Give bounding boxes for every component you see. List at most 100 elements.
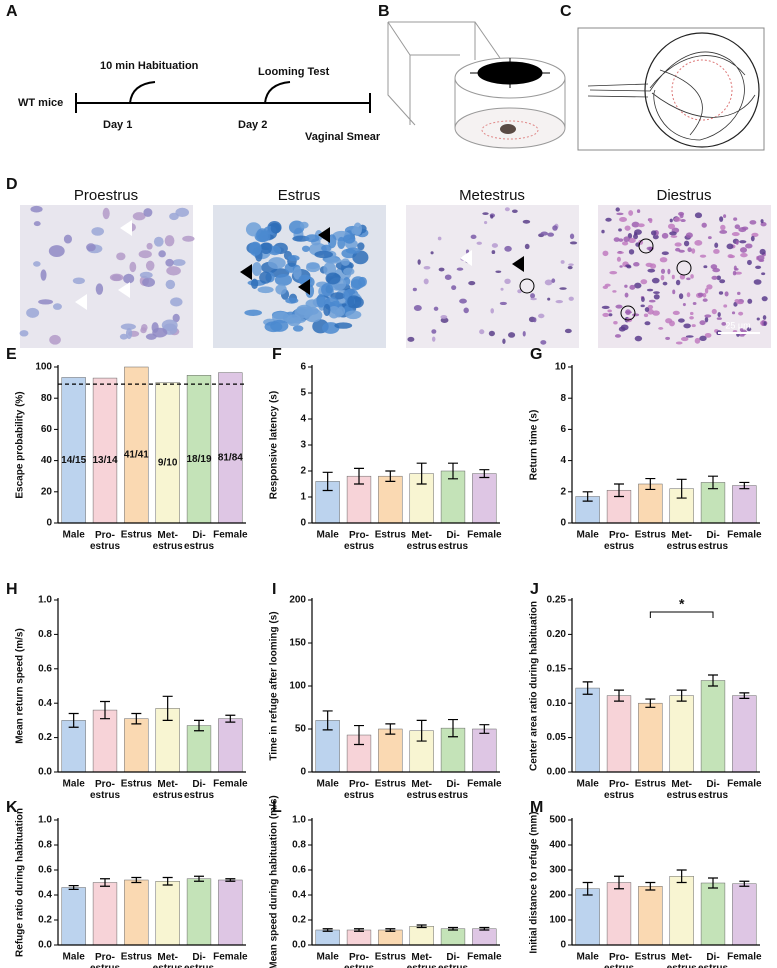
error-bar [448, 926, 458, 931]
bar [732, 883, 757, 946]
y-tick-label: 60 [41, 424, 53, 435]
cell [760, 221, 767, 227]
x-tick-label: Male [577, 530, 600, 541]
y-axis-label: Initial distance to refuge (mm) [529, 811, 540, 953]
trajectory-frame [577, 27, 765, 151]
y-tick-label: 5 [300, 388, 306, 399]
error-bar [162, 695, 173, 721]
error-bar [416, 924, 427, 929]
cell [673, 217, 681, 222]
cell [732, 270, 737, 276]
cell [143, 208, 153, 217]
error-bar [676, 689, 687, 702]
stage-label: Proestrus [74, 187, 138, 204]
x-tick-label: Pro-estrus [90, 779, 120, 801]
cell [624, 292, 629, 298]
x-tick-label: Estrus [375, 779, 407, 790]
cell [672, 310, 680, 316]
error-bar [354, 724, 364, 746]
bar [378, 728, 403, 773]
cell [517, 289, 522, 294]
cell [623, 236, 630, 243]
timeline-arc [129, 81, 156, 104]
cell [616, 256, 621, 262]
panel-letter: L [272, 799, 282, 816]
cell [146, 242, 153, 250]
cell [431, 336, 436, 342]
cell [328, 306, 341, 319]
error-bar [582, 881, 593, 896]
bar [472, 928, 497, 946]
cell [102, 207, 110, 220]
cell [633, 262, 640, 267]
cell [704, 316, 709, 323]
cell [719, 230, 728, 234]
error-bar [194, 719, 204, 732]
cell [609, 271, 618, 275]
cell [618, 228, 622, 232]
cell [437, 236, 442, 241]
cell [669, 320, 675, 327]
cell [522, 330, 526, 337]
cell [685, 232, 693, 239]
cell [49, 334, 61, 345]
cell [264, 321, 283, 333]
x-tick-label: Pro-estrus [90, 952, 120, 968]
x-tick-label: Pro-estrus [344, 530, 374, 552]
bar [378, 475, 403, 524]
x-tick-label: Met-estrus [667, 779, 697, 801]
x-tick-label: Pro-estrus [344, 952, 374, 968]
cell [618, 326, 626, 332]
x-tick-label: Estrus [375, 530, 407, 541]
error-bar [385, 928, 396, 932]
x-tick-label: Di-estrus [698, 952, 728, 968]
cell [646, 288, 654, 292]
error-bar [645, 698, 656, 708]
error-bar [194, 875, 204, 882]
cell [736, 301, 744, 305]
error-bar [448, 718, 458, 738]
cell [628, 210, 634, 216]
value-label: 81/84 [218, 452, 243, 463]
x-tick-label: Female [213, 779, 248, 790]
arrowhead [118, 282, 130, 298]
panel-letter: D [6, 176, 18, 193]
bar [606, 882, 632, 946]
cell [658, 327, 664, 330]
error-bar [322, 710, 333, 731]
cell [735, 240, 739, 245]
bar [378, 929, 403, 946]
cell [645, 262, 653, 267]
cell [660, 268, 666, 274]
error-bar [385, 723, 396, 735]
cell [685, 335, 694, 338]
arrowhead [120, 220, 132, 236]
y-tick-label: 200 [549, 890, 566, 901]
cell [142, 277, 156, 288]
cell [694, 212, 703, 219]
y-axis-label: Refuge ratio during habituation [15, 808, 26, 957]
cell [710, 264, 718, 270]
error-bar [582, 491, 593, 502]
cell [615, 207, 620, 212]
cell [164, 235, 175, 247]
cell [555, 299, 563, 304]
cell [86, 243, 96, 252]
cell [671, 274, 675, 280]
cell [182, 235, 195, 242]
x-tick-label: Di-estrus [698, 779, 728, 801]
cell [95, 283, 104, 295]
cell [504, 278, 511, 284]
significance-bracket [649, 611, 714, 618]
cell-marker [638, 238, 654, 254]
bar [575, 687, 600, 773]
bar [700, 882, 726, 946]
cell [463, 307, 469, 314]
cell [669, 231, 677, 236]
bar [732, 485, 757, 524]
cell [511, 209, 518, 213]
cell [633, 232, 638, 236]
cell [721, 321, 727, 326]
cell [614, 334, 622, 338]
y-tick-label: 6 [560, 424, 566, 435]
